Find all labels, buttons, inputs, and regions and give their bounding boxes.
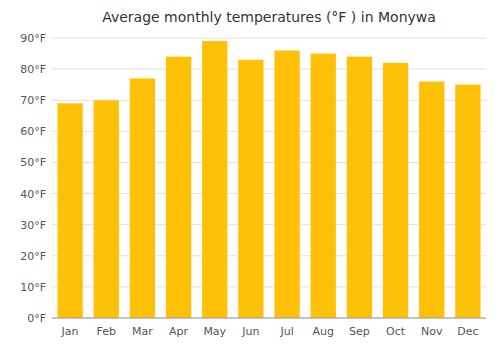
y-axis: 0°F 10°F 20°F 30°F 40°F 50°F 60°F 70°F 80°F 90°F <box>20 32 46 325</box>
y-tick-label: 50°F <box>20 156 46 169</box>
y-tick-label: 40°F <box>20 188 46 201</box>
bars <box>57 41 480 318</box>
grid-line <box>52 38 486 39</box>
x-tick-label: Jun <box>241 325 259 338</box>
bar <box>311 54 336 318</box>
x-tick-label: Sep <box>349 325 370 338</box>
grid <box>52 38 486 318</box>
y-tick-label: 10°F <box>20 281 46 294</box>
x-tick-label: May <box>203 325 226 338</box>
x-tick-label: Jul <box>279 325 293 338</box>
y-tick-label: 20°F <box>20 250 46 263</box>
x-tick-label: Nov <box>421 325 443 338</box>
x-tick-label: Aug <box>313 325 334 338</box>
grid-line <box>52 318 486 319</box>
y-tick-label: 80°F <box>20 63 46 76</box>
bar <box>238 60 263 318</box>
x-tick-label: Dec <box>457 325 478 338</box>
y-tick-label: 60°F <box>20 125 46 138</box>
y-tick-label: 90°F <box>20 32 46 45</box>
bar <box>347 57 372 318</box>
grid-line <box>52 69 486 70</box>
x-tick-label: Oct <box>386 325 406 338</box>
x-tick-label: Mar <box>132 325 153 338</box>
y-tick-label: 30°F <box>20 219 46 232</box>
bar <box>57 103 82 318</box>
bar <box>383 63 408 318</box>
y-tick-label: 0°F <box>27 312 46 325</box>
bar <box>94 100 119 318</box>
bar <box>419 82 444 318</box>
bar <box>202 41 227 318</box>
chart-title: Average monthly temperatures (°F ) in Mo… <box>102 9 436 25</box>
bar <box>130 78 155 318</box>
chart-container: Average monthly temperatures (°F ) in Mo… <box>0 0 500 350</box>
x-tick-label: Jan <box>61 325 79 338</box>
chart: Average monthly temperatures (°F ) in Mo… <box>0 0 500 350</box>
x-tick-label: Apr <box>169 325 189 338</box>
y-tick-label: 70°F <box>20 94 46 107</box>
bar <box>166 57 191 318</box>
bar <box>274 50 299 318</box>
x-axis-line <box>52 318 486 319</box>
bar <box>455 85 480 318</box>
x-tick-label: Feb <box>97 325 116 338</box>
x-axis: Jan Feb Mar Apr May Jun Jul Aug Sep Oct Nov Dec <box>61 325 479 338</box>
